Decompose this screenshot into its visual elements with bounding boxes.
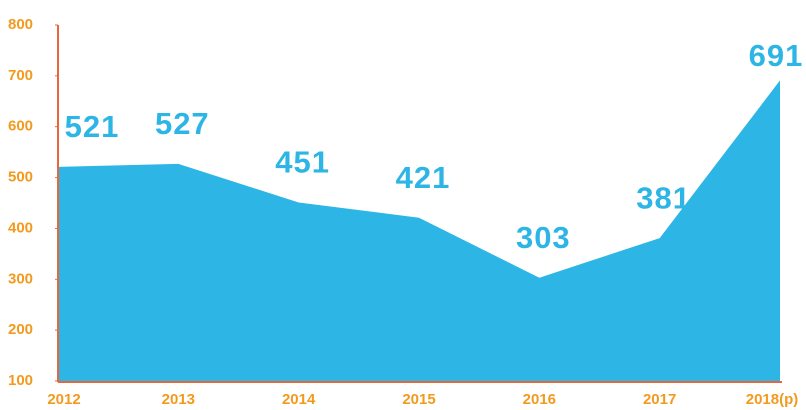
x-tick-label: 2015 — [402, 391, 435, 408]
data-label: 521 — [65, 109, 120, 144]
data-label: 303 — [516, 220, 571, 255]
y-tick-label: 400 — [8, 219, 33, 236]
data-label: 451 — [275, 145, 330, 180]
y-tick-label: 200 — [8, 321, 33, 338]
y-tick-label: 800 — [8, 16, 33, 33]
data-label: 381 — [636, 180, 691, 215]
x-tick-label: 2013 — [162, 391, 195, 408]
y-tick-label: 600 — [8, 118, 33, 135]
y-tick-label: 300 — [8, 270, 33, 287]
y-tick-label: 100 — [8, 372, 33, 389]
x-tick-label: 2018(p) — [746, 391, 799, 408]
x-tick-label: 2014 — [282, 391, 316, 408]
data-label: 527 — [155, 106, 210, 141]
data-label: 421 — [396, 160, 451, 195]
x-tick-label: 2016 — [523, 391, 556, 408]
area — [58, 80, 780, 381]
y-tick-label: 500 — [8, 169, 33, 186]
x-tick-label: 2017 — [643, 391, 676, 408]
x-tick-label: 2012 — [47, 391, 80, 408]
y-tick-label: 700 — [8, 67, 33, 84]
data-label: 691 — [749, 38, 804, 73]
